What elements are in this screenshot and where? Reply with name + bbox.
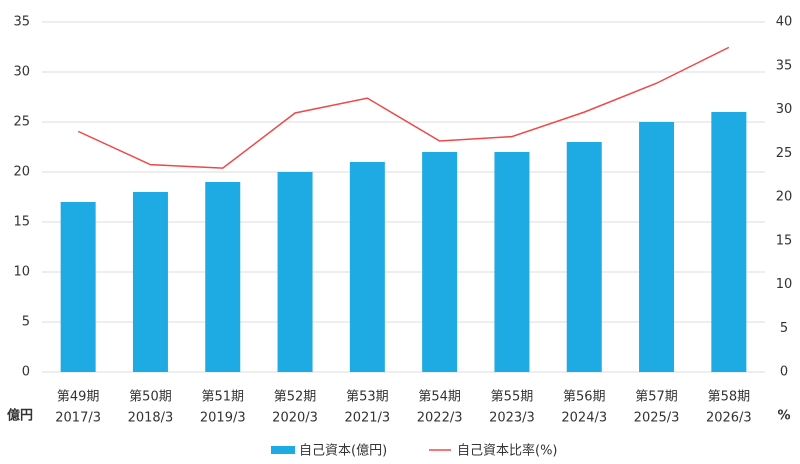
legend-swatch xyxy=(271,446,295,454)
x-tick-label: 第54期 xyxy=(418,390,461,405)
x-tick-label: 第56期 xyxy=(563,390,606,405)
y2-tick-label: 5 xyxy=(780,321,788,336)
legend-label: 自己資本比率(%) xyxy=(457,443,558,459)
y2-tick-label: 40 xyxy=(776,15,793,30)
y-tick-label: 20 xyxy=(13,165,30,180)
x-tick-label: 第49期 xyxy=(57,390,100,405)
x-tick-label: 第52期 xyxy=(274,390,317,405)
y-tick-label: 5 xyxy=(22,315,30,330)
y2-tick-label: 30 xyxy=(776,102,793,117)
x-tick-label: 第58期 xyxy=(708,390,751,405)
y2-tick-label: 25 xyxy=(776,146,793,161)
bar xyxy=(277,172,313,372)
bar xyxy=(422,152,458,372)
y2-tick-label: 15 xyxy=(776,233,793,248)
y2-tick-label: 35 xyxy=(776,58,793,73)
y-axis-unit: 億円 xyxy=(7,408,33,424)
y-tick-label: 25 xyxy=(13,115,30,130)
x-tick-label: 2019/3 xyxy=(200,411,246,426)
y-tick-label: 0 xyxy=(22,365,30,380)
x-tick-label: 2023/3 xyxy=(489,411,535,426)
x-tick-label: 第53期 xyxy=(346,390,389,405)
bar xyxy=(205,182,241,372)
line xyxy=(77,46,730,169)
x-tick-label: 2018/3 xyxy=(128,411,174,426)
y-tick-label: 30 xyxy=(13,65,30,80)
bar xyxy=(639,122,675,372)
x-tick-label: 2020/3 xyxy=(272,411,318,426)
y2-tick-label: 20 xyxy=(776,190,793,205)
y2-tick-label: 0 xyxy=(780,365,788,380)
x-tick-label: 第55期 xyxy=(491,390,534,405)
x-tick-label: 第57期 xyxy=(635,390,678,405)
bar xyxy=(494,152,530,372)
bar xyxy=(349,162,385,372)
y-tick-label: 10 xyxy=(13,265,30,280)
x-tick-label: 2024/3 xyxy=(561,411,607,426)
bar xyxy=(711,112,747,372)
x-tick-label: 2017/3 xyxy=(55,411,101,426)
bar xyxy=(566,142,602,372)
x-tick-label: 第51期 xyxy=(201,390,244,405)
legend-label: 自己資本(億円) xyxy=(299,443,387,459)
bar xyxy=(132,192,168,372)
bar xyxy=(60,202,96,372)
x-tick-label: 第50期 xyxy=(129,390,172,405)
x-tick-label: 2026/3 xyxy=(706,411,752,426)
y-tick-label: 35 xyxy=(13,15,30,30)
x-tick-label: 2025/3 xyxy=(634,411,680,426)
x-tick-label: 2021/3 xyxy=(344,411,390,426)
y2-axis-unit: % xyxy=(777,409,790,424)
y-tick-label: 15 xyxy=(13,215,30,230)
y2-tick-label: 10 xyxy=(776,277,793,292)
x-tick-label: 2022/3 xyxy=(417,411,463,426)
